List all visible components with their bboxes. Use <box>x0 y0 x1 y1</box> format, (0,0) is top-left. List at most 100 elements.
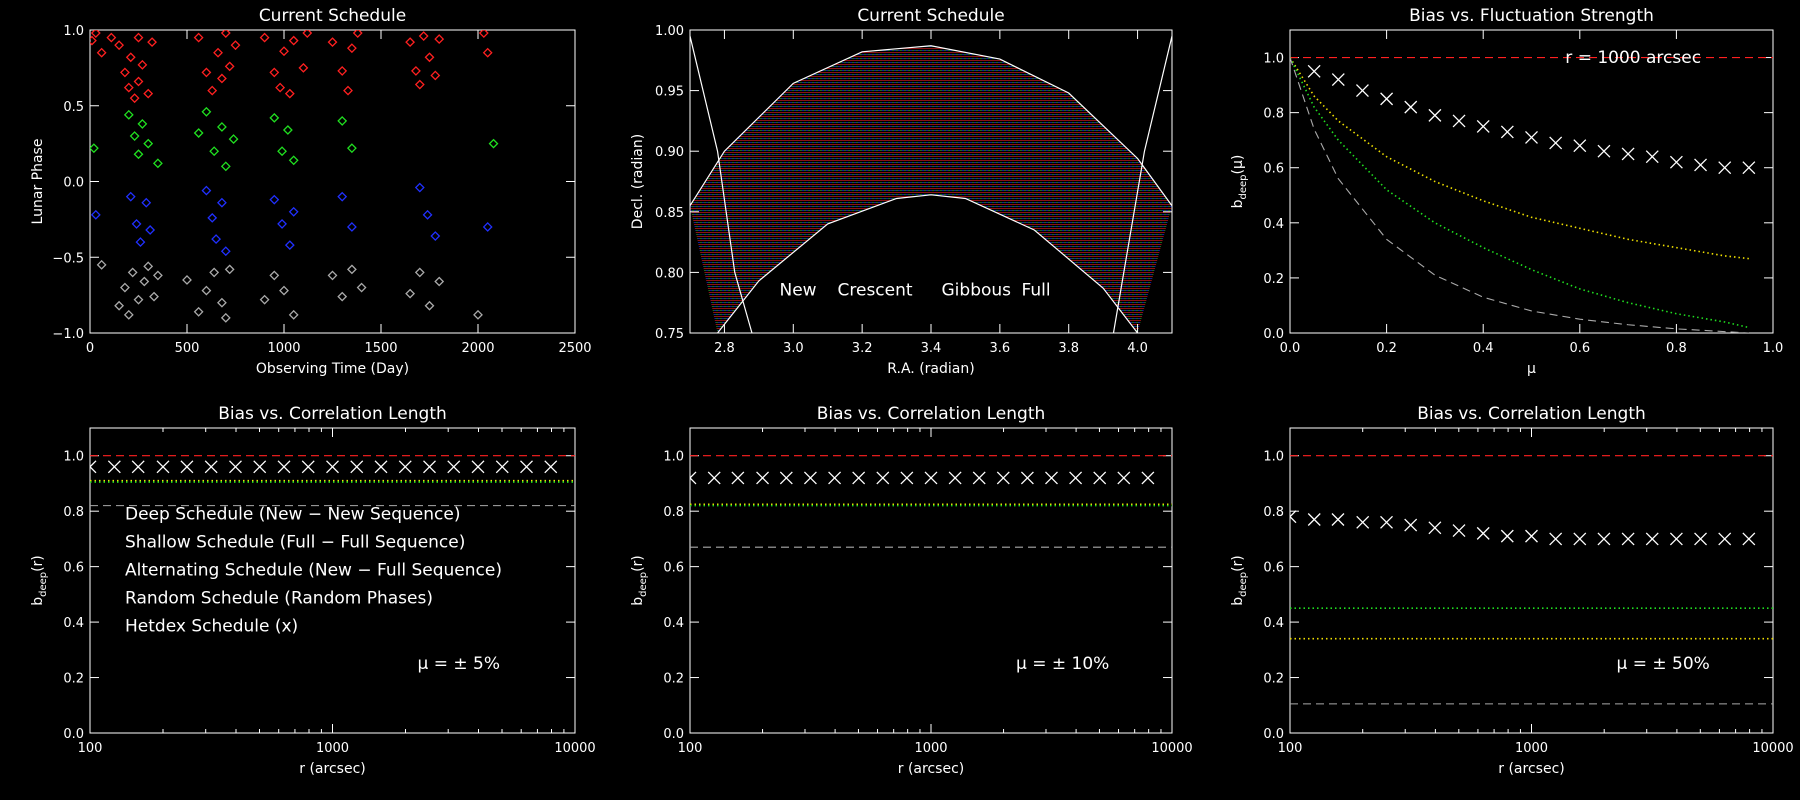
data-point <box>133 149 144 160</box>
x-marker <box>1428 521 1442 535</box>
data-point <box>106 32 117 43</box>
data-point <box>193 128 204 138</box>
inner-arc <box>717 194 1139 333</box>
y-tick-label: 0.0 <box>1263 327 1284 342</box>
data-point <box>217 197 227 208</box>
data-point <box>123 309 134 320</box>
x-tick-label: 1000 <box>267 341 300 356</box>
x-marker <box>1117 471 1131 485</box>
data-point <box>182 275 192 285</box>
y-axis-label: bdeep(μ) <box>1230 155 1249 209</box>
data-point <box>123 109 134 120</box>
x-marker <box>1045 471 1058 485</box>
data-point <box>414 267 425 278</box>
panel-p1: Current Schedule 0 500 1000 1500 2000 2500 −1.0… <box>30 6 592 377</box>
data-point <box>123 82 134 93</box>
x-marker <box>1597 532 1611 546</box>
data-point <box>414 182 425 193</box>
x-marker <box>1356 515 1370 529</box>
x-marker <box>471 460 485 474</box>
data-point <box>90 30 101 38</box>
y-tick-label: −0.5 <box>52 251 84 266</box>
data-point <box>418 31 429 41</box>
data-point <box>269 67 280 78</box>
x-tick-label: 10000 <box>554 741 595 756</box>
data-point <box>224 264 235 275</box>
x-tick-label: 2500 <box>558 341 591 356</box>
data-point <box>430 231 441 241</box>
x-marker <box>204 460 218 474</box>
y-axis-label: bdeep(r) <box>1230 555 1249 606</box>
y-label-tail: (r) <box>30 555 46 572</box>
data-point <box>259 294 270 305</box>
chart-title: Current Schedule <box>857 6 1004 26</box>
x-marker <box>90 460 97 474</box>
x-tick-label: 3.2 <box>852 341 873 356</box>
data-point <box>473 309 483 320</box>
y-tick-label: 0.2 <box>63 672 84 687</box>
data-point <box>207 85 218 96</box>
y-tick-label: 0.0 <box>63 176 84 191</box>
data-point <box>343 85 353 96</box>
data-point <box>279 285 289 296</box>
legend-crescent: Crescent <box>838 280 913 300</box>
y-tick-label: 0.2 <box>1263 672 1284 687</box>
x-tick-label: 500 <box>175 341 200 356</box>
x-marker <box>229 460 242 474</box>
data-point <box>143 261 154 272</box>
y-tick-label: 0.0 <box>1263 727 1284 742</box>
x-axis-label: r (arcsec) <box>299 761 365 777</box>
y-tick-label: 0.95 <box>655 85 684 100</box>
data-point <box>133 76 144 87</box>
data-point <box>488 138 499 149</box>
x-marker <box>1380 92 1394 106</box>
data-point <box>337 115 348 126</box>
data-point <box>213 47 223 58</box>
x-marker <box>852 471 866 485</box>
x-marker <box>1020 471 1034 485</box>
legend-entry: Hetdex Schedule (x) <box>125 617 298 637</box>
x-axis-label: μ <box>1527 361 1536 377</box>
x-axis-label: Observing Time (Day) <box>256 361 409 377</box>
x-marker <box>1290 510 1297 524</box>
data-point <box>275 82 286 93</box>
data-point <box>269 194 280 205</box>
data-point <box>207 212 218 223</box>
data-point <box>149 291 159 302</box>
data-point <box>193 306 204 317</box>
x-tick-label: 1000 <box>914 741 947 756</box>
data-point <box>141 197 152 208</box>
x-tick-label: 100 <box>78 741 103 756</box>
annotation: r = 1000 arcsec <box>1565 48 1701 68</box>
x-marker <box>996 471 1010 485</box>
x-tick-label: 3.8 <box>1058 341 1079 356</box>
x-marker <box>1645 150 1659 164</box>
x-tick-label: 4.0 <box>1127 341 1148 356</box>
x-marker <box>1742 161 1756 175</box>
annotation: μ = ± 50% <box>1617 654 1710 674</box>
data-point <box>430 70 441 81</box>
y-tick-label: 0.85 <box>655 206 684 221</box>
data-point <box>405 288 416 299</box>
series-line <box>1290 57 1749 333</box>
x-marker <box>1404 100 1418 114</box>
series-grey <box>96 259 483 323</box>
data-point <box>277 219 287 229</box>
legend-gibbous: Gibbous <box>942 280 1012 300</box>
data-point <box>125 52 136 63</box>
x-marker <box>828 471 842 485</box>
y-label-sub: deep <box>38 572 49 597</box>
x-marker <box>1307 64 1321 78</box>
x-marker <box>1573 532 1587 546</box>
x-marker <box>924 471 938 485</box>
data-point <box>327 270 338 281</box>
x-marker <box>900 471 914 485</box>
y-label-sub: deep <box>1238 572 1249 597</box>
x-marker <box>1452 114 1466 128</box>
data-point <box>193 32 204 43</box>
data-point <box>137 119 148 129</box>
y-tick-label: 0.5 <box>63 100 84 115</box>
data-point <box>220 312 231 323</box>
data-point <box>327 37 338 48</box>
